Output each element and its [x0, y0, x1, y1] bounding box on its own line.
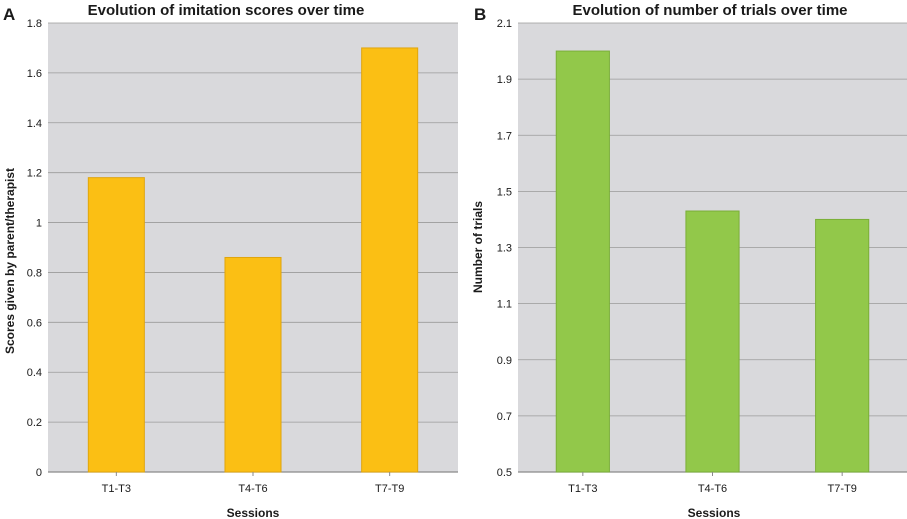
chart-a-y-tick-label: 0.4 — [27, 367, 42, 379]
chart-b-title: Evolution of number of trials over time — [572, 2, 847, 19]
chart-b-bar-t4-t6 — [685, 210, 740, 473]
chart-b-x-tick-label: T7-T9 — [827, 483, 856, 495]
chart-a-y-axis-label: Scores given by parent/therapist — [3, 168, 17, 354]
chart-b-y-tick-label: 1.3 — [497, 243, 512, 255]
chart-a-y-tick-label: 0 — [36, 467, 42, 479]
chart-a-y-tick-label: 1.8 — [27, 18, 42, 30]
chart-b-y-tick-label: 0.9 — [497, 355, 512, 367]
chart-a-y-tick-label: 1.2 — [27, 168, 42, 180]
chart-b-bar-t7-t9 — [815, 218, 870, 473]
chart-a-bar-t7-t9 — [361, 47, 419, 473]
chart-a-y-tick-label: 1.6 — [27, 68, 42, 80]
chart-b-x-tick-label: T1-T3 — [568, 483, 597, 495]
chart-b-bars — [555, 50, 870, 473]
chart-a-x-tick-label: T7-T9 — [375, 483, 404, 495]
chart-b-y-tick-label: 1.9 — [497, 74, 512, 86]
chart-a-y-ticks: 0 0.2 0.4 0.6 0.8 1 1.2 1.4 1.6 1.8 — [27, 18, 42, 479]
chart-a-title: Evolution of imitation scores over time — [88, 2, 365, 19]
chart-a-bars — [87, 47, 419, 473]
chart-b-y-tick-label: 2.1 — [497, 18, 512, 30]
chart-b-y-tick-label: 0.7 — [497, 411, 512, 423]
panel-b-label: B — [474, 5, 486, 24]
chart-panel-b: B Evolution of number of trials over tim… — [471, 2, 907, 519]
chart-a-x-tick-label: T4-T6 — [238, 483, 267, 495]
chart-a-x-tick-label: T1-T3 — [102, 483, 131, 495]
chart-b-y-tick-label: 0.5 — [497, 467, 512, 479]
chart-a-x-ticks: T1-T3 T4-T6 T7-T9 — [102, 472, 404, 495]
chart-b-x-ticks: T1-T3 T4-T6 T7-T9 — [568, 472, 857, 495]
chart-a-y-tick-label: 0.8 — [27, 267, 42, 279]
chart-a-y-tick-label: 1 — [36, 218, 42, 230]
chart-b-x-tick-label: T4-T6 — [698, 483, 727, 495]
chart-a-y-tick-label: 0.2 — [27, 417, 42, 429]
chart-b-x-axis-label: Sessions — [688, 506, 741, 519]
chart-panel-a: A Evolution of imitation scores over tim… — [3, 2, 458, 519]
chart-b-y-tick-label: 1.7 — [497, 130, 512, 142]
chart-b-y-tick-label: 1.1 — [497, 299, 512, 311]
chart-b-bar-t1-t3 — [555, 50, 610, 473]
chart-a-y-tick-label: 0.6 — [27, 317, 42, 329]
chart-a-x-axis-label: Sessions — [227, 506, 280, 519]
chart-b-y-axis-label: Number of trials — [471, 201, 485, 293]
chart-a-y-tick-label: 1.4 — [27, 118, 42, 130]
panel-a-label: A — [3, 5, 15, 24]
chart-a-bar-t4-t6 — [224, 256, 282, 473]
chart-b-y-tick-label: 1.5 — [497, 186, 512, 198]
chart-a-bar-t1-t3 — [87, 177, 145, 473]
chart-b-y-ticks: 0.5 0.7 0.9 1.1 1.3 1.5 1.7 1.9 2.1 — [497, 18, 512, 479]
